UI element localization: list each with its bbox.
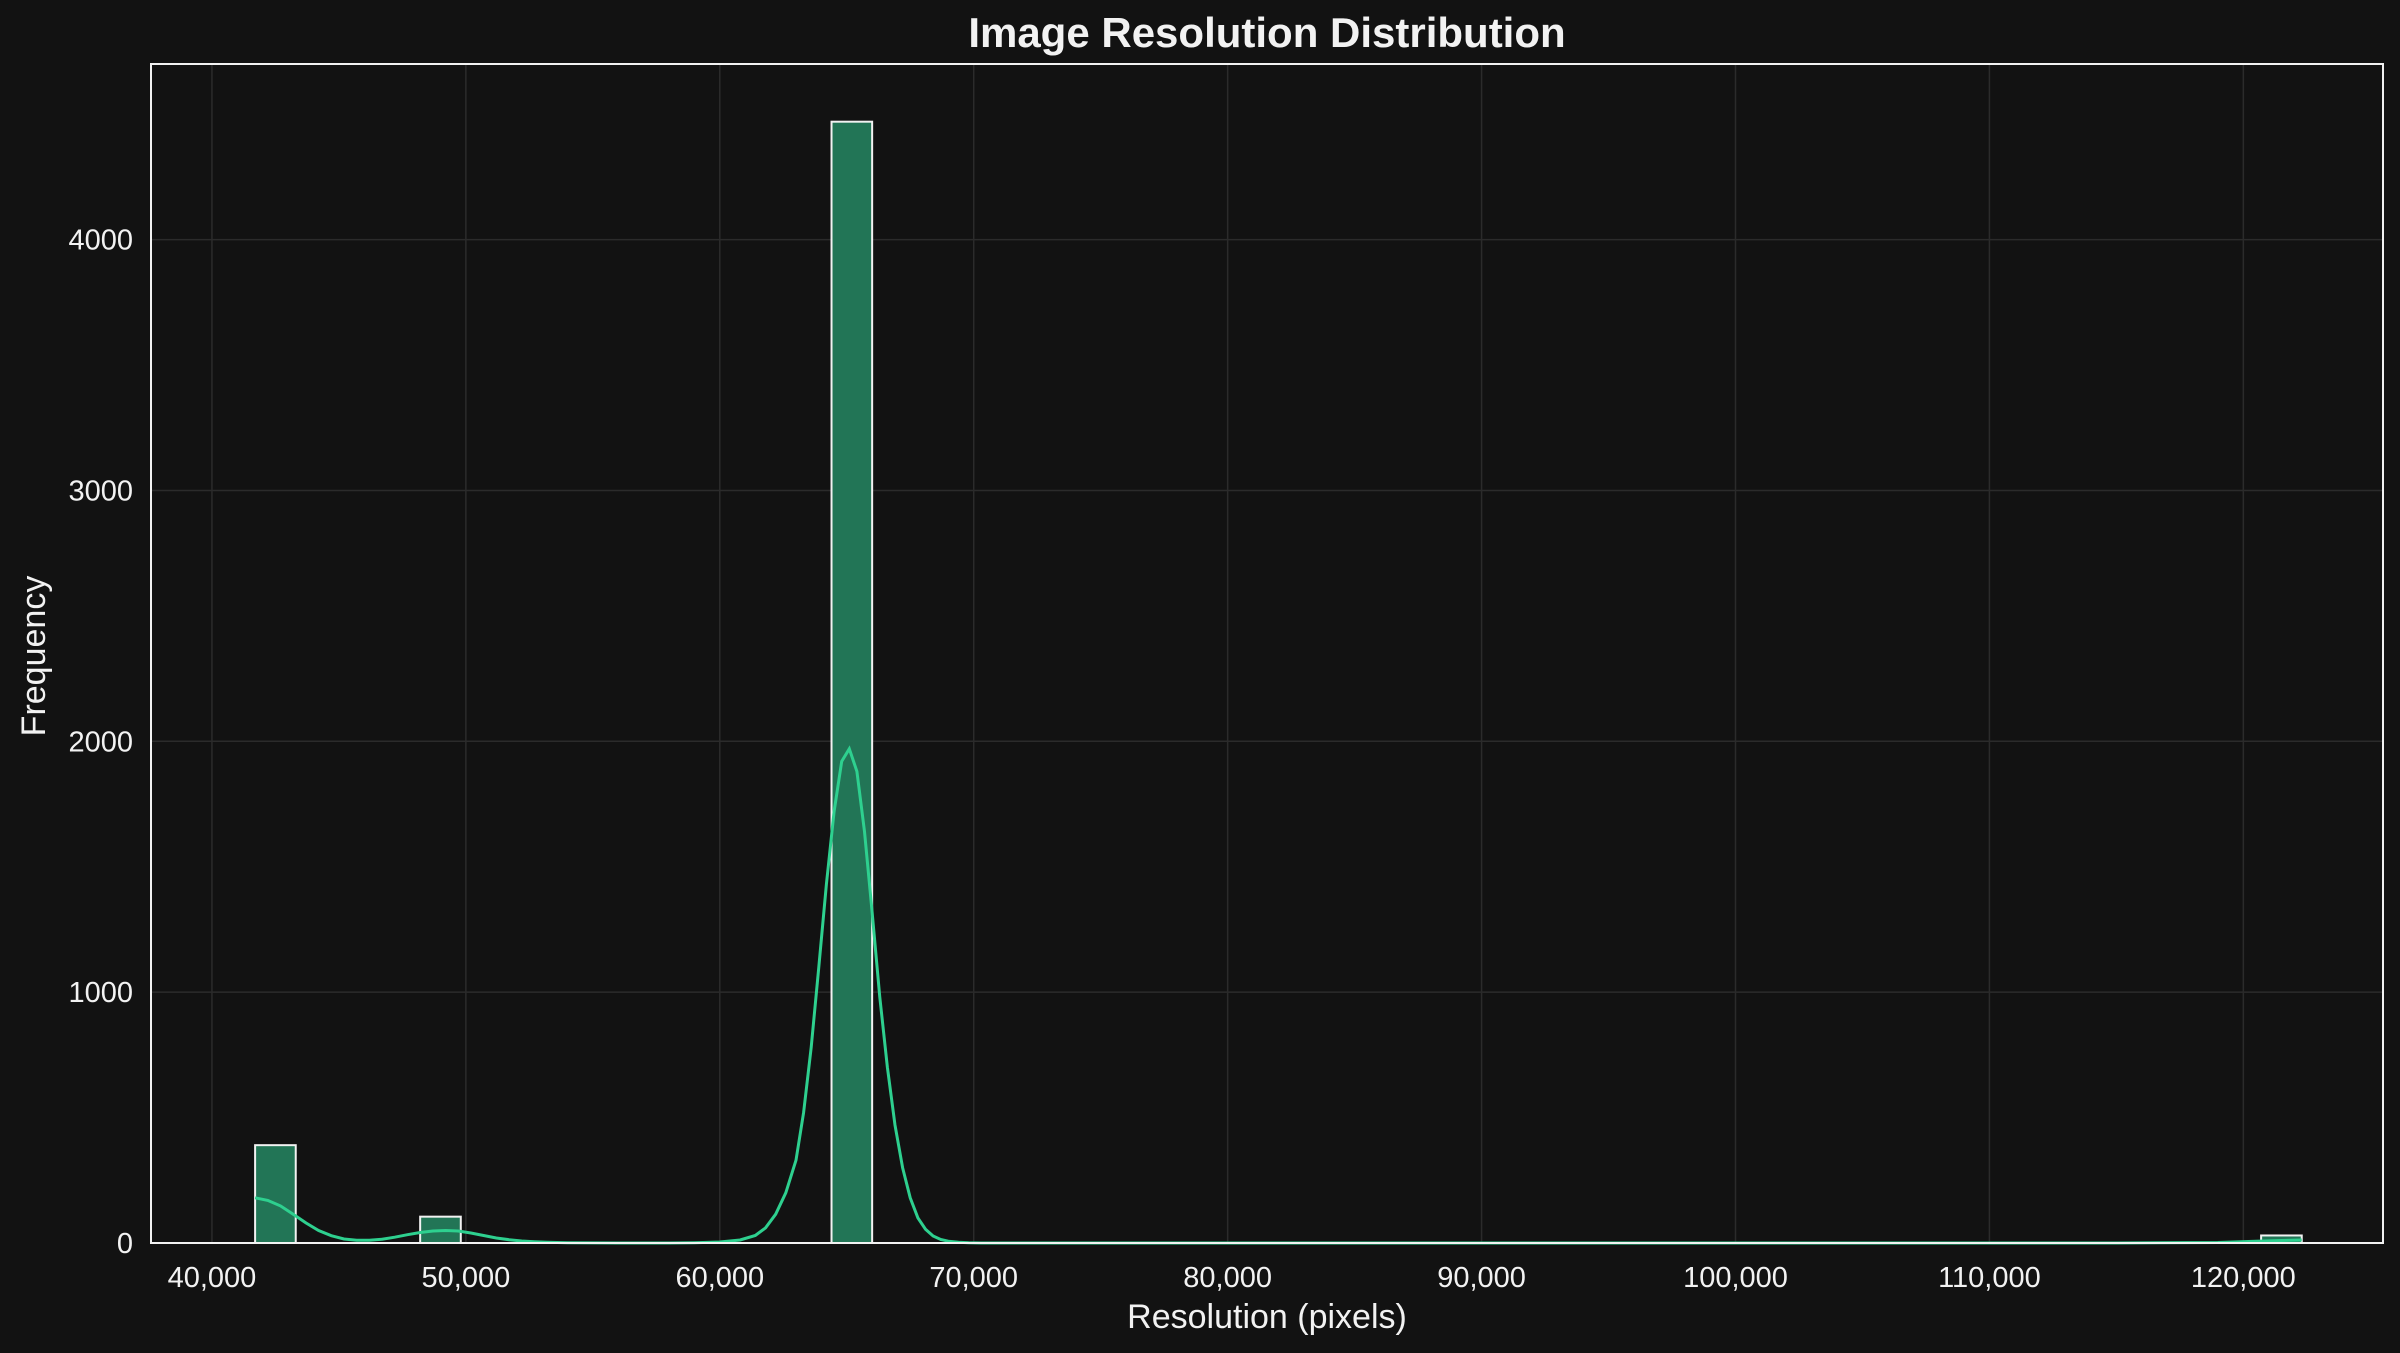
x-axis-label: Resolution (pixels) (1127, 1298, 1407, 1336)
histogram-bars (254, 120, 2303, 1245)
x-tick-label: 90,000 (1437, 1262, 1526, 1294)
x-tick-label: 40,000 (168, 1262, 257, 1294)
x-tick-label: 50,000 (422, 1262, 511, 1294)
y-axis-label: Frequency (15, 576, 53, 737)
y-tick-labels: 0 1000 2000 3000 4000 (68, 225, 133, 1260)
x-tick-labels: 40,000 50,000 60,000 70,000 80,000 90,000 100,… (168, 1262, 2296, 1294)
y-tick-label: 4000 (68, 225, 133, 257)
x-tick-label: 70,000 (929, 1262, 1018, 1294)
histogram-bar (830, 120, 874, 1244)
plot-frame (150, 63, 2384, 1244)
y-tick-label: 3000 (68, 475, 133, 507)
x-tick-label: 60,000 (675, 1262, 764, 1294)
y-tick-label: 0 (117, 1228, 133, 1260)
x-tick-label: 100,000 (1683, 1262, 1788, 1294)
y-tick-label: 2000 (68, 726, 133, 758)
y-tick-label: 1000 (68, 977, 133, 1009)
histogram-bar (254, 1144, 297, 1245)
chart-title: Image Resolution Distribution (968, 9, 1565, 56)
x-tick-label: 110,000 (1938, 1262, 2041, 1294)
x-tick-label: 80,000 (1183, 1262, 1272, 1294)
x-tick-label: 120,000 (2191, 1262, 2296, 1294)
